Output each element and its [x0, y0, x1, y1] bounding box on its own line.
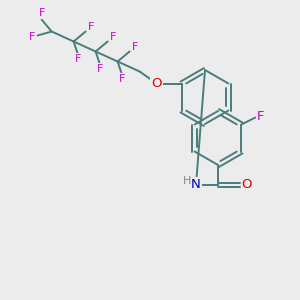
Text: F: F — [96, 64, 103, 74]
Text: H: H — [183, 176, 191, 186]
Text: N: N — [191, 178, 201, 191]
Text: F: F — [87, 22, 94, 32]
Text: F: F — [74, 53, 81, 64]
Text: F: F — [256, 110, 264, 123]
Text: O: O — [242, 178, 252, 191]
Text: F: F — [28, 32, 35, 43]
Text: F: F — [38, 8, 45, 19]
Text: F: F — [110, 32, 116, 43]
Text: F: F — [131, 43, 138, 52]
Text: O: O — [152, 77, 162, 90]
Text: F: F — [118, 74, 125, 83]
